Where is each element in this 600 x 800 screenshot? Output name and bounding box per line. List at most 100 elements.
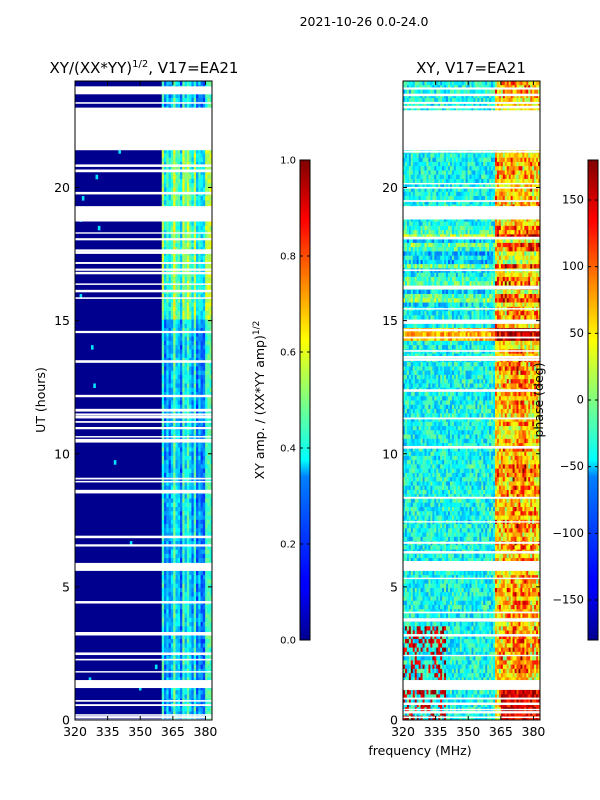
heatmap-cell [430, 153, 433, 158]
heatmap-cell [175, 370, 179, 376]
heatmap-cell [177, 545, 181, 550]
heatmap-cell [207, 541, 211, 546]
flagged-line [75, 652, 212, 656]
heatmap-cell [189, 332, 192, 337]
heatmap-cell [207, 328, 211, 333]
heatmap-cell [189, 349, 192, 354]
heatmap-cell [420, 157, 423, 163]
heatmap-cell [200, 396, 204, 401]
heatmap-cell [191, 707, 195, 712]
heatmap-cell [189, 451, 192, 457]
heatmap-cell [193, 468, 197, 474]
heatmap-cell [471, 98, 474, 103]
heatmap-cell [175, 353, 179, 359]
heatmap-cell [184, 656, 188, 661]
heatmap-cell [164, 221, 167, 227]
heatmap-cell [196, 626, 199, 631]
heatmap-cell [168, 673, 172, 678]
heatmap-cell [177, 196, 181, 201]
heatmap-cell [406, 157, 410, 163]
heatmap-cell [475, 102, 478, 107]
heatmap-cell [205, 596, 208, 602]
heatmap-cell [449, 157, 453, 163]
heatmap-cell [193, 643, 197, 648]
heatmap-cell [430, 170, 433, 176]
heatmap-cell [173, 294, 176, 299]
heatmap-cell [205, 102, 208, 107]
heatmap-cell [180, 549, 183, 555]
heatmap-cell [198, 647, 201, 653]
heatmap-cell [164, 196, 167, 201]
heatmap-cell [205, 255, 208, 261]
heatmap-cell [209, 170, 212, 176]
heatmap-cell [182, 545, 185, 550]
colorbar-tick-label: 0.8 [280, 252, 296, 263]
heatmap-cell [161, 161, 165, 167]
heatmap-cell [196, 362, 199, 367]
heatmap-cell [475, 157, 478, 163]
heatmap-cell [180, 421, 183, 427]
heatmap-cell [202, 225, 206, 231]
heatmap-cell [508, 170, 511, 176]
heatmap-cell [168, 417, 172, 423]
heatmap-cell [191, 93, 195, 99]
heatmap-cell [175, 549, 179, 555]
heatmap-cell [414, 102, 417, 107]
heatmap-cell [528, 98, 531, 103]
heatmap-cell [175, 532, 179, 538]
heatmap-cell [161, 353, 165, 359]
heatmap-cell [406, 153, 410, 158]
heatmap-cell [196, 387, 199, 393]
heatmap-cell [168, 443, 172, 448]
heatmap-cell [432, 153, 435, 158]
heatmap-cell [189, 174, 192, 180]
heatmap-cell [404, 81, 408, 86]
heatmap-cell [161, 579, 165, 584]
heatmap-cell [196, 622, 199, 627]
heatmap-cell [182, 443, 185, 448]
heatmap-cell [184, 541, 188, 546]
heatmap-cell [403, 170, 406, 176]
heatmap-cell [487, 98, 490, 103]
heatmap-cell [161, 340, 165, 346]
heatmap-cell [205, 174, 208, 180]
heatmap-cell [205, 336, 208, 342]
heatmap-cell [177, 161, 181, 167]
heatmap-cell [191, 587, 195, 593]
heatmap-cell [459, 89, 463, 95]
heatmap-cell [168, 464, 172, 469]
heatmap-cell [205, 370, 208, 376]
heatmap-cell [536, 157, 539, 163]
heatmap-cell [205, 238, 208, 244]
heatmap-cell [205, 690, 208, 695]
heatmap-cell [516, 161, 519, 167]
heatmap-cell [166, 328, 169, 333]
heatmap-cell [193, 707, 197, 712]
heatmap-cell [404, 106, 408, 112]
heatmap-cell [180, 524, 183, 529]
heatmap-cell [506, 81, 509, 86]
heatmap-cell [189, 536, 192, 542]
heatmap-cell [202, 528, 206, 533]
heatmap-cell [410, 161, 414, 167]
heatmap-cell [168, 502, 172, 508]
heatmap-cell [469, 166, 472, 171]
heatmap-cell [198, 570, 201, 576]
heatmap-cell [207, 264, 211, 269]
heatmap-cell [189, 481, 192, 486]
heatmap-cell [182, 575, 185, 580]
heatmap-cell [193, 166, 197, 171]
heatmap-cell [446, 174, 449, 180]
heatmap-cell [186, 472, 190, 478]
heatmap-cell [189, 664, 192, 670]
heatmap-cell [200, 639, 204, 644]
heatmap-cell [200, 443, 204, 448]
heatmap-cell [477, 170, 480, 176]
heatmap-cell [198, 183, 201, 188]
heatmap-cell [202, 647, 206, 653]
heatmap-cell [446, 89, 449, 95]
heatmap-cell [485, 102, 488, 107]
heatmap-cell [177, 379, 181, 384]
heatmap-cell [164, 528, 167, 533]
heatmap-cell [200, 472, 204, 478]
